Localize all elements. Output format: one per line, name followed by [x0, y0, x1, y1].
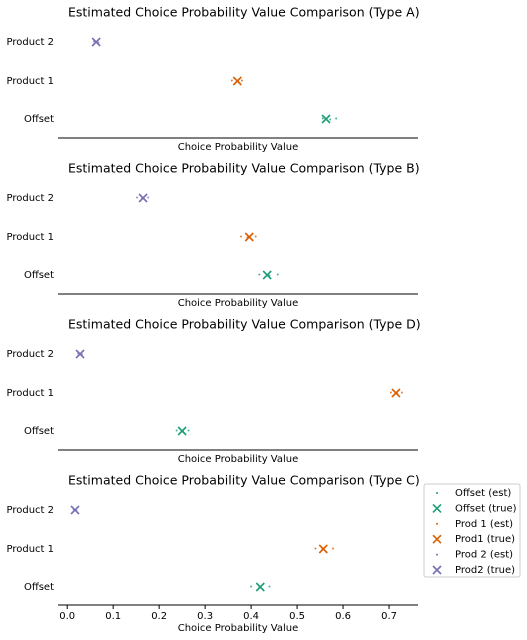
y-tick-label: Product 1 — [6, 388, 54, 399]
legend-marker — [432, 565, 442, 575]
y-tick-label: Offset — [24, 114, 54, 125]
legend-label: Offset (est) — [455, 488, 511, 499]
true-marker — [391, 388, 401, 398]
est-marker — [314, 547, 317, 550]
y-tick-label: Offset — [24, 426, 54, 437]
x-axis-label: Choice Probability Value — [178, 623, 299, 634]
est-marker — [230, 79, 233, 82]
legend-marker — [436, 553, 438, 556]
chart-title: Estimated Choice Probability Value Compa… — [68, 161, 420, 176]
est-marker — [175, 429, 178, 432]
x-tick-label: 0.4 — [243, 611, 259, 622]
legend-label: Prod 1 (est) — [455, 519, 513, 530]
est-marker — [276, 273, 279, 276]
legend-box — [423, 483, 521, 578]
true-marker — [244, 232, 254, 242]
est-marker — [240, 79, 243, 82]
x-tick-label: 0.1 — [105, 611, 121, 622]
true-marker — [75, 349, 85, 359]
legend-label: Prod 2 (est) — [455, 550, 513, 561]
x-tick-label: 0.5 — [289, 611, 305, 622]
x-tick-label: 0.3 — [197, 611, 213, 622]
chart-title: Estimated Choice Probability Value Compa… — [68, 317, 421, 332]
x-tick-label: 0.7 — [381, 611, 397, 622]
y-tick-label: Offset — [24, 270, 54, 281]
est-marker — [321, 117, 324, 120]
chart-title: Estimated Choice Probability Value Compa… — [68, 473, 420, 488]
legend-marker — [432, 534, 442, 544]
x-tick-label: 0.2 — [151, 611, 167, 622]
x-axis-label: Choice Probability Value — [178, 142, 299, 153]
est-marker — [335, 117, 338, 120]
est-marker — [331, 547, 334, 550]
chart-title: Estimated Choice Probability Value Compa… — [68, 5, 420, 20]
y-tick-label: Product 2 — [6, 349, 54, 360]
x-tick-label: 0.0 — [59, 611, 75, 622]
x-axis-label: Choice Probability Value — [178, 298, 299, 309]
x-tick-label: 0.6 — [335, 611, 351, 622]
true-marker — [321, 114, 331, 124]
y-tick-label: Product 2 — [6, 37, 54, 48]
est-marker — [329, 118, 332, 121]
y-tick-label: Product 2 — [6, 505, 54, 516]
true-marker — [232, 76, 242, 86]
est-marker — [250, 585, 253, 588]
est-marker — [268, 585, 271, 588]
legend-marker — [436, 522, 438, 525]
est-marker — [147, 196, 150, 199]
est-marker — [187, 429, 190, 432]
y-tick-label: Product 1 — [6, 232, 54, 243]
est-marker — [258, 273, 261, 276]
y-tick-label: Product 1 — [6, 544, 54, 555]
true-marker — [70, 505, 80, 515]
true-marker — [138, 193, 148, 203]
true-marker — [91, 37, 101, 47]
legend-marker — [432, 503, 442, 513]
legend-marker — [436, 492, 438, 494]
est-marker — [136, 196, 139, 199]
legend-label: Prod1 (true) — [455, 534, 515, 545]
y-tick-label: Offset — [24, 582, 54, 593]
est-marker — [239, 235, 242, 238]
y-tick-label: Product 2 — [6, 193, 54, 204]
true-marker — [262, 270, 272, 280]
true-marker — [318, 544, 328, 554]
x-axis-label: Choice Probability Value — [178, 454, 299, 465]
true-marker — [255, 582, 265, 592]
est-marker — [400, 391, 403, 394]
legend-label: Offset (true) — [455, 503, 517, 514]
true-marker — [177, 426, 187, 436]
est-marker — [254, 235, 257, 238]
est-marker — [389, 391, 392, 394]
y-tick-label: Product 1 — [6, 76, 54, 87]
legend-label: Prod2 (true) — [455, 565, 515, 576]
